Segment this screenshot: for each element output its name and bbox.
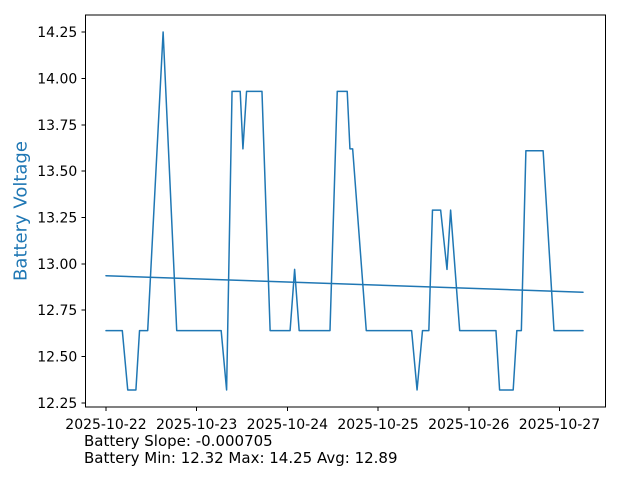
trend-line-line [105,274,584,293]
y-tick-label: 12.25 [37,396,77,412]
battery-voltage-line [105,31,584,391]
battery-slope-annotation: Battery Slope: -0.000705 [84,432,273,450]
y-axis-label: Battery Voltage [10,141,32,281]
axes-frame [84,14,607,408]
y-tick-label: 13.25 [37,210,77,226]
y-tick-label: 12.75 [37,303,77,319]
x-tick-label: 2025-10-23 [156,417,237,433]
x-tick-label: 2025-10-22 [65,417,146,433]
x-tick-label: 2025-10-25 [337,417,418,433]
y-tick-label: 13.50 [37,164,77,180]
battery-stats-annotation: Battery Min: 12.32 Max: 14.25 Avg: 12.89 [84,449,398,467]
y-tick-label: 12.50 [37,350,77,366]
x-tick-label: 2025-10-27 [519,417,600,433]
x-tick-label: 2025-10-26 [428,417,509,433]
y-tick-label: 13.75 [37,118,77,134]
y-tick-label: 14.00 [37,71,77,87]
y-tick-label: 14.25 [37,25,77,41]
y-tick-label: 13.00 [37,257,77,273]
x-tick-label: 2025-10-24 [247,417,328,433]
